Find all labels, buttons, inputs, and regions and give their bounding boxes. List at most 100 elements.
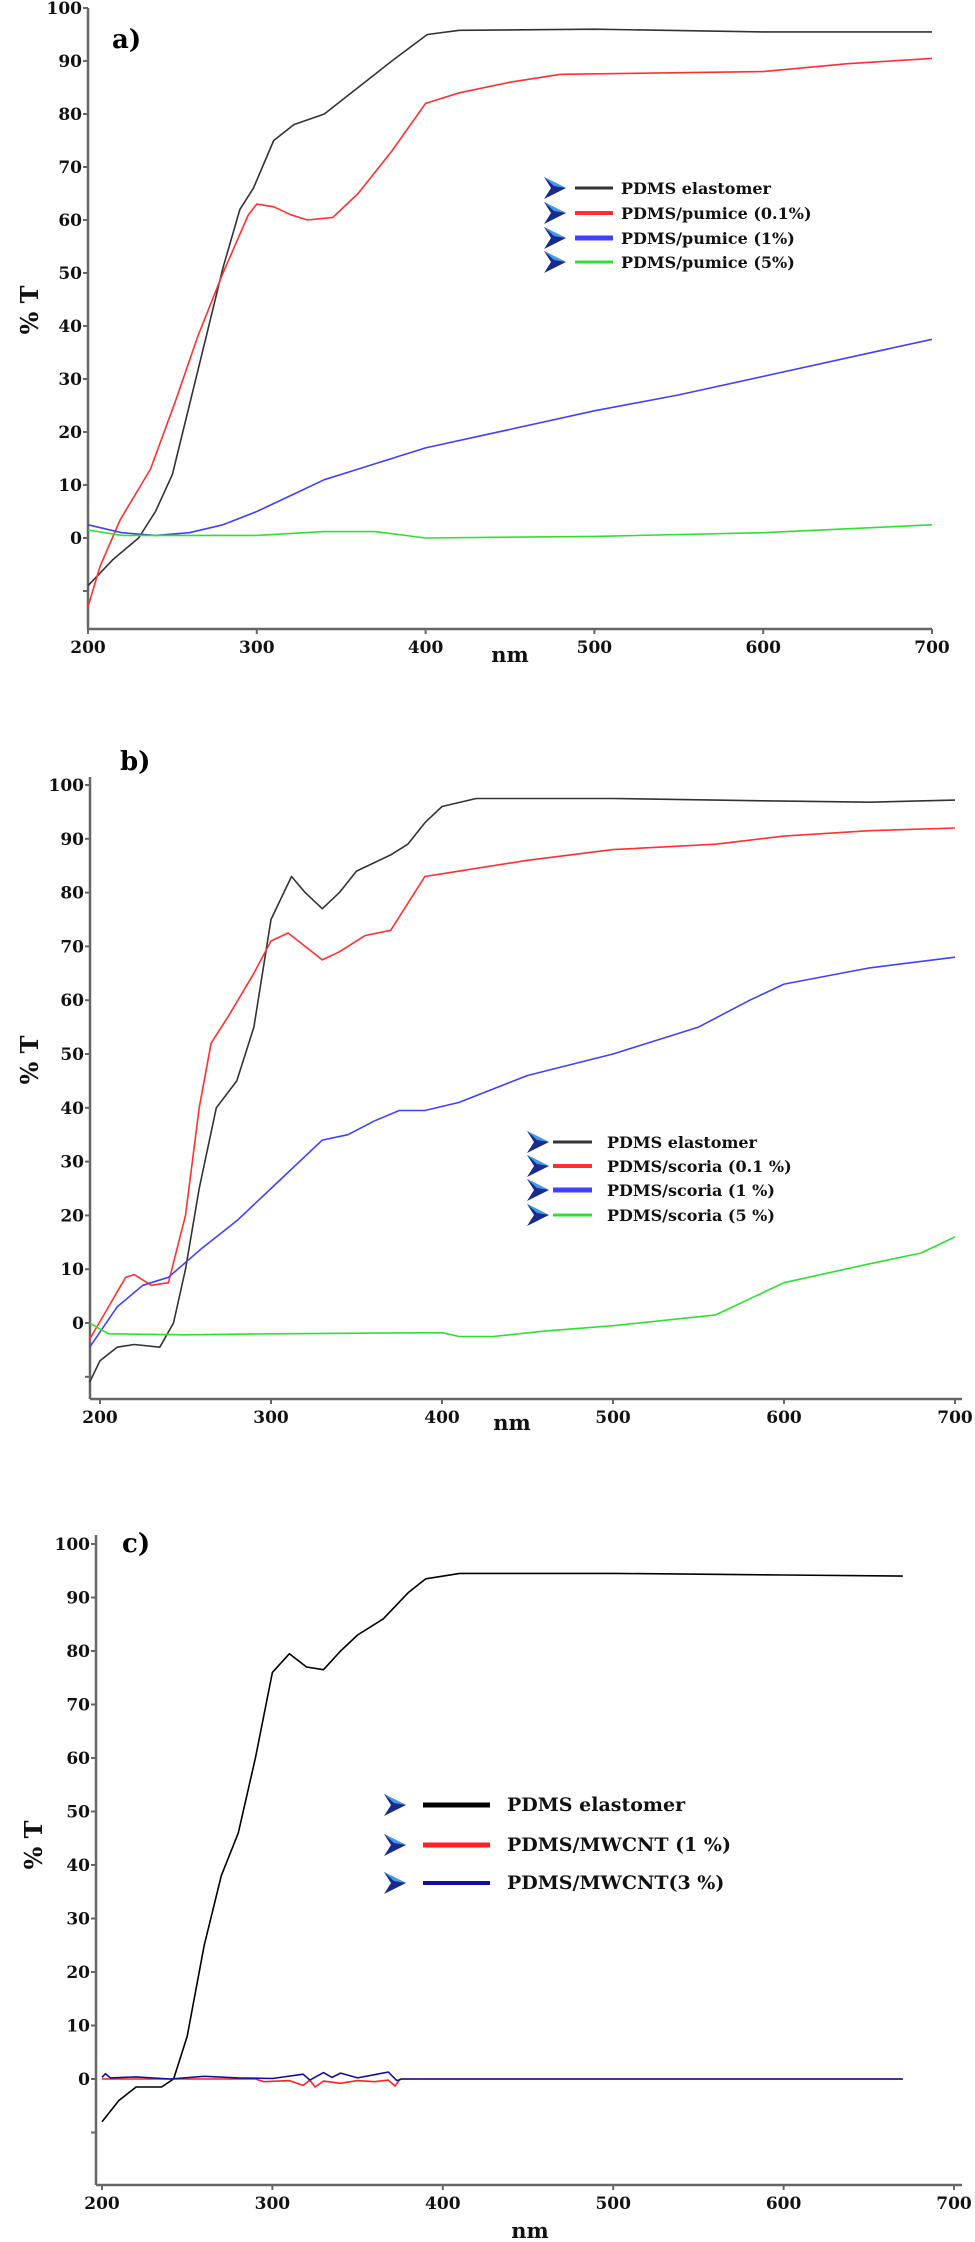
x-tick-label: 600 — [766, 2194, 802, 2214]
panel-label: a) — [112, 25, 141, 55]
series-line-pdms-mwcnt-1 — [102, 2078, 903, 2088]
panel-label: b) — [120, 747, 150, 777]
chevron-right-icon — [384, 1872, 406, 1894]
chevron-highlight-icon — [544, 202, 566, 213]
x-tick-label: 200 — [82, 1408, 118, 1428]
legend-item: PDMS elastomer — [384, 1794, 686, 1816]
legend-item: PDMS/pumice (0.1%) — [544, 202, 812, 224]
chevron-highlight-icon — [384, 1834, 406, 1845]
legend-item: PDMS/scoria (1 %) — [527, 1179, 775, 1201]
y-axis-title: % T — [19, 1820, 48, 1869]
series-line-pdms-scoria-5 — [89, 1236, 956, 1338]
chevron-right-icon — [527, 1131, 549, 1153]
y-tick-label: 60 — [58, 211, 82, 231]
legend-label: PDMS/pumice (0.1%) — [621, 204, 812, 223]
y-tick-label: 10 — [60, 1260, 84, 1280]
legend: PDMS elastomer PDMS/scoria (0.1 %) PDMS/sc… — [527, 1131, 792, 1226]
x-tick-label: 400 — [424, 1408, 460, 1428]
x-tick-label: 400 — [425, 2194, 461, 2214]
panel-label: c) — [122, 1529, 150, 1559]
y-tick-label: 20 — [66, 1963, 90, 1983]
series-line-pdms-pumice-1 — [87, 338, 933, 537]
y-tick-label: 40 — [58, 317, 82, 337]
chevron-right-icon — [544, 251, 566, 273]
x-tick-label: 600 — [745, 638, 781, 658]
x-tick-label: 700 — [937, 1408, 973, 1428]
y-tick-label: 0 — [70, 529, 82, 549]
legend-label: PDMS/scoria (0.1 %) — [607, 1157, 792, 1176]
legend-label: PDMS/scoria (1 %) — [607, 1181, 775, 1200]
y-tick-label: 20 — [60, 1206, 84, 1226]
y-tick-label: 40 — [60, 1099, 84, 1119]
x-tick-label: 700 — [914, 638, 950, 658]
legend-item: PDMS/pumice (1%) — [544, 227, 795, 249]
y-tick-label: 0 — [78, 2070, 90, 2090]
legend-item: PDMS/pumice (5%) — [544, 251, 795, 273]
y-tick-label: 60 — [60, 991, 84, 1011]
legend-item: PDMS elastomer — [527, 1131, 758, 1153]
x-axis-title: nm — [491, 642, 529, 667]
chevron-highlight-icon — [527, 1155, 549, 1166]
chevron-right-icon — [527, 1204, 549, 1226]
y-tick-label: 10 — [66, 2017, 90, 2037]
y-tick-label: 60 — [66, 1749, 90, 1769]
x-tick-label: 300 — [255, 2194, 291, 2214]
chevron-highlight-icon — [544, 177, 566, 188]
y-tick-label: 50 — [66, 1803, 90, 1823]
series-line-pdms-mwcnt-3 — [101, 2071, 903, 2082]
legend: PDMS elastomer PDMS/pumice (0.1%) PDMS/pum… — [544, 177, 812, 273]
y-tick-label: 70 — [60, 937, 84, 957]
legend-item: PDMS/MWCNT(3 %) — [384, 1872, 724, 1894]
series-line-pdms-pumice-5 — [87, 524, 933, 539]
legend: PDMS elastomer PDMS/MWCNT (1 %) PDMS/MWCNT… — [384, 1794, 731, 1894]
series-line-pdms-elastomer — [88, 797, 956, 1383]
y-tick-label: 30 — [58, 370, 82, 390]
legend-label: PDMS/MWCNT(3 %) — [507, 1872, 724, 1894]
x-tick-label: 300 — [239, 638, 275, 658]
y-tick-label: 70 — [66, 1696, 90, 1716]
legend-item: PDMS/MWCNT (1 %) — [384, 1834, 731, 1856]
legend-item: PDMS/scoria (0.1 %) — [527, 1155, 792, 1177]
legend-label: PDMS/pumice (5%) — [621, 253, 795, 272]
y-tick-label: 20 — [58, 423, 82, 443]
y-tick-label: 30 — [66, 1910, 90, 1930]
y-tick-label: 90 — [66, 1589, 90, 1609]
y-tick-label: 100 — [47, 0, 83, 19]
chevron-highlight-icon — [527, 1204, 549, 1215]
chevron-highlight-icon — [544, 251, 566, 262]
y-axis-title: % T — [15, 1035, 44, 1084]
x-tick-label: 500 — [595, 1408, 631, 1428]
chevron-right-icon — [527, 1155, 549, 1177]
x-axis-title: nm — [511, 2218, 549, 2242]
y-tick-label: 90 — [58, 52, 82, 72]
series-line-pdms-elastomer — [101, 1572, 903, 2123]
x-tick-label: 400 — [408, 638, 444, 658]
chevron-highlight-icon — [384, 1794, 406, 1805]
y-tick-label: 0 — [72, 1314, 84, 1334]
legend-label: PDMS elastomer — [621, 179, 772, 198]
chevron-right-icon — [384, 1834, 406, 1856]
panel-a: 0 10 20 30 40 50 60 70 80 90 100 200 300 400 500 600 700… — [15, 0, 950, 667]
series-line-pdms-scoria-1 — [89, 956, 956, 1348]
legend-item: PDMS/scoria (5 %) — [527, 1204, 775, 1226]
x-tick-label: 600 — [766, 1408, 802, 1428]
y-axis-title: % T — [15, 285, 44, 334]
y-tick-label: 70 — [58, 158, 82, 178]
chevron-right-icon — [544, 177, 566, 199]
y-tick-label: 100 — [49, 776, 85, 796]
legend-label: PDMS elastomer — [507, 1794, 686, 1816]
legend-label: PDMS/MWCNT (1 %) — [507, 1834, 731, 1856]
y-tick-label: 50 — [60, 1045, 84, 1065]
panel-c: 0 10 20 30 40 50 60 70 80 90 100 200 300 400 500 600 700… — [19, 1529, 972, 2242]
y-tick-label: 80 — [66, 1642, 90, 1662]
chevron-right-icon — [544, 202, 566, 224]
y-tick-label: 30 — [60, 1153, 84, 1173]
chevron-highlight-icon — [527, 1131, 549, 1142]
x-tick-label: 500 — [577, 638, 613, 658]
legend-item: PDMS elastomer — [544, 177, 772, 199]
chevron-highlight-icon — [527, 1179, 549, 1190]
y-tick-label: 100 — [55, 1535, 91, 1555]
chevron-right-icon — [384, 1794, 406, 1816]
chevron-highlight-icon — [544, 227, 566, 238]
